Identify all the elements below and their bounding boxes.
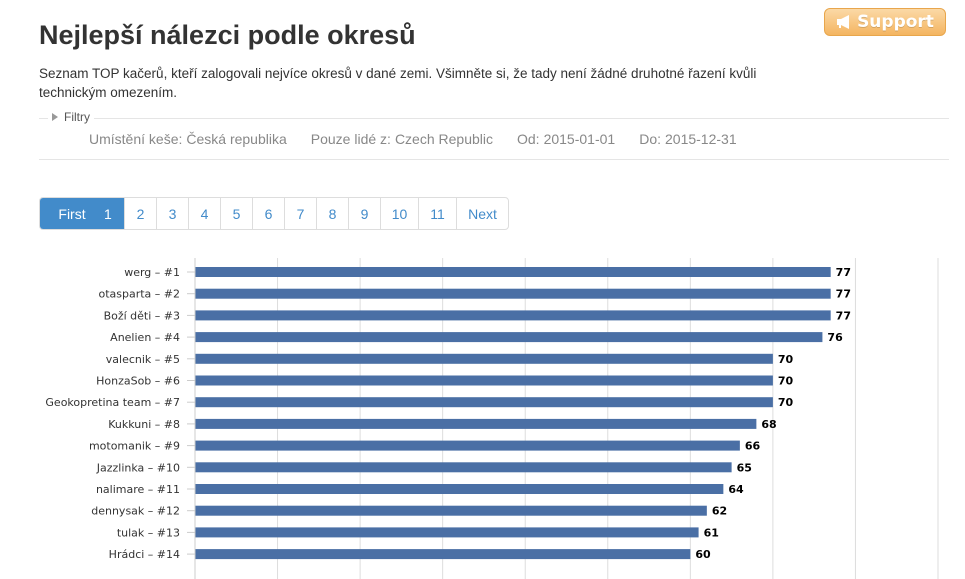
bar[interactable] — [195, 267, 831, 277]
category-label: dennysak – #12 — [91, 505, 180, 518]
value-label: 62 — [712, 505, 727, 518]
value-label: 70 — [778, 375, 794, 388]
page-8[interactable]: 8 — [316, 198, 348, 229]
bar[interactable] — [195, 310, 831, 321]
page-next[interactable]: Next — [456, 198, 508, 229]
page-3[interactable]: 3 — [156, 198, 188, 229]
filter-value: Czech Republic — [394, 131, 493, 147]
filter-value: 2015-01-01 — [543, 131, 616, 147]
bar[interactable] — [195, 462, 732, 473]
page-5[interactable]: 5 — [220, 198, 252, 229]
category-label: motomanik – #9 — [89, 440, 180, 453]
value-label: 61 — [704, 526, 719, 539]
page-first[interactable]: First — [40, 198, 104, 229]
filters-divider — [39, 118, 949, 119]
bar[interactable] — [195, 484, 724, 494]
bar[interactable] — [195, 397, 773, 408]
filter-value: 2015-12-31 — [665, 131, 737, 147]
bar[interactable] — [195, 288, 831, 299]
page-10[interactable]: 10 — [380, 198, 418, 229]
filter-value: Česká republika — [186, 131, 287, 147]
page-description: Seznam TOP kačerů, kteří zalogovali nejv… — [39, 66, 757, 100]
page-7[interactable]: 7 — [284, 198, 316, 229]
bar[interactable] — [195, 418, 757, 429]
value-label: 70 — [778, 396, 794, 409]
page-11[interactable]: 11 — [418, 198, 456, 229]
filters-bottom-divider — [39, 159, 949, 160]
category-label: nalimare – #11 — [96, 483, 180, 496]
filter-summary: Umístění keše: Česká republika Pouze lid… — [89, 131, 737, 147]
filter-label: Umístění keše: — [89, 131, 183, 147]
filter-label: Pouze lidé z: — [310, 131, 391, 147]
bar[interactable] — [195, 527, 699, 538]
value-label: 64 — [728, 483, 744, 496]
expand-triangle-icon — [52, 113, 58, 121]
page-1[interactable]: 1 — [104, 198, 124, 229]
bar[interactable] — [195, 549, 691, 560]
category-label: tulak – #13 — [117, 526, 180, 539]
filters-toggle[interactable]: Filtry — [48, 110, 94, 124]
value-label: 77 — [836, 288, 851, 301]
bar[interactable] — [195, 353, 773, 364]
page-6[interactable]: 6 — [252, 198, 284, 229]
page-title: Nejlepší nálezci podle okresů — [39, 20, 416, 50]
filter-label: Do: — [639, 131, 661, 147]
category-label: werg – #1 — [124, 266, 180, 279]
value-label: 77 — [836, 266, 851, 279]
category-label: valecnik – #5 — [106, 353, 180, 366]
bar[interactable] — [195, 440, 740, 451]
filter-date-to: Do: 2015-12-31 — [639, 131, 736, 147]
page-9[interactable]: 9 — [348, 198, 380, 229]
filter-date-from: Od: 2015-01-01 — [517, 131, 615, 147]
bar[interactable] — [195, 505, 707, 516]
page-4[interactable]: 4 — [188, 198, 220, 229]
category-label: Hrádci – #14 — [109, 548, 180, 561]
filter-cache-location: Umístění keše: Česká republika — [89, 131, 287, 147]
support-label: Support — [857, 12, 934, 32]
value-label: 66 — [745, 440, 761, 453]
value-label: 70 — [778, 353, 794, 366]
bar[interactable] — [195, 375, 773, 386]
category-label: Boží děti – #3 — [104, 309, 180, 322]
category-label: Geokopretina team – #7 — [45, 396, 180, 409]
bar-chart: werg – #1 77 otasparta – #2 77 Boží děti – #… — [45, 258, 939, 579]
page-2[interactable]: 2 — [124, 198, 156, 229]
value-label: 76 — [827, 331, 843, 344]
megaphone-icon — [837, 15, 850, 29]
category-label: otasparta – #2 — [98, 288, 180, 301]
pagination: First 1 2 3 4 5 6 7 8 9 10 11 Next — [39, 197, 509, 230]
bar[interactable] — [195, 332, 823, 343]
category-label: Kukkuni – #8 — [108, 418, 180, 431]
value-label: 60 — [695, 548, 711, 561]
value-label: 65 — [737, 461, 752, 474]
support-button[interactable]: Support — [824, 8, 946, 36]
filter-people-from: Pouze lidé z: Czech Republic — [311, 131, 493, 147]
category-label: Anelien – #4 — [110, 331, 180, 344]
value-label: 68 — [761, 418, 776, 431]
value-label: 77 — [836, 309, 851, 322]
filters-toggle-label: Filtry — [64, 110, 90, 124]
category-label: Jazzlinka – #10 — [96, 461, 180, 474]
category-label: HonzaSob – #6 — [96, 375, 180, 388]
filter-label: Od: — [517, 131, 540, 147]
